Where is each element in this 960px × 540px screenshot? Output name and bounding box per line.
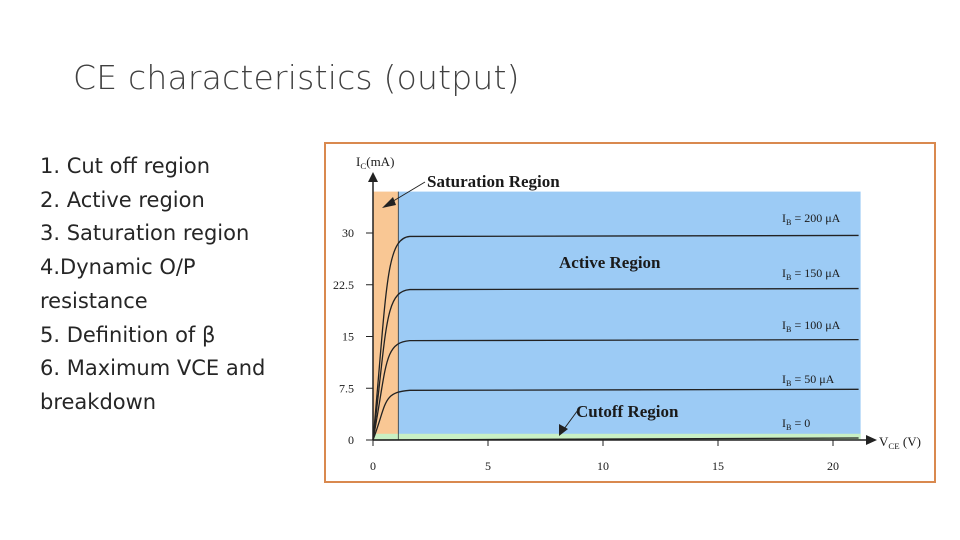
characteristic-curve [372,287,859,441]
cutoff-pointer-line [563,409,579,430]
characteristics-figure: 0 5 10 15 20 0 7.5 15 22.5 30 IB = 200 μA IB = 150… [324,142,936,483]
cutoff-region [373,433,861,440]
curve-label: IB = 50 μA [782,372,835,388]
x-tick-label: 15 [712,459,724,473]
bullet-item: 4.Dynamic O/P resistance [40,255,203,313]
x-tick-label: 5 [485,459,491,473]
characteristic-curve [372,338,859,441]
x-tick-label: 10 [597,459,609,473]
curve-label: IB = 200 μA [782,211,841,227]
bullet-item: 1. Cut off region [40,154,210,178]
bullet-list: 1. Cut off region 2. Active region 3. Sa… [40,150,300,420]
y-axis-label: IC(mA) [356,154,394,171]
x-tick-label: 0 [370,459,376,473]
saturation-region-label: Saturation Region [427,172,560,191]
saturation-pointer-arrow [382,197,396,208]
active-region-label: Active Region [559,253,661,272]
ce-output-chart: 0 5 10 15 20 0 7.5 15 22.5 30 IB = 200 μA IB = 150… [333,154,921,473]
cutoff-region-label: Cutoff Region [576,402,679,421]
curve-label: IB = 150 μA [782,266,841,282]
bullet-item: 2. Active region [40,187,205,212]
curve-label: IB = 0 [782,416,810,432]
characteristic-curve [372,234,859,441]
curve-label: IB = 100 μA [782,318,841,334]
bullet-item: 3. Saturation region [40,221,250,246]
cutoff-pointer-arrow [559,424,568,436]
saturation-pointer-line [389,181,426,204]
active-region [398,191,861,440]
bullet-item: 5. Definition of β [40,322,216,347]
bullet-item: 6. Maximum VCE and breakdown [40,356,273,414]
y-tick-label: 15 [342,330,354,344]
y-axis-arrow [368,172,378,182]
y-tick-label: 22.5 [333,278,354,292]
x-axis-label: VCE (V) [879,434,921,451]
x-tick-label: 20 [827,459,839,473]
slide-title: CE characteristics (output) [73,58,520,97]
x-axis-arrow [866,435,877,445]
y-tick-label: 30 [342,226,354,240]
y-tick-label: 7.5 [339,381,354,395]
characteristic-curve [372,388,859,441]
y-tick-label: 0 [348,433,354,447]
